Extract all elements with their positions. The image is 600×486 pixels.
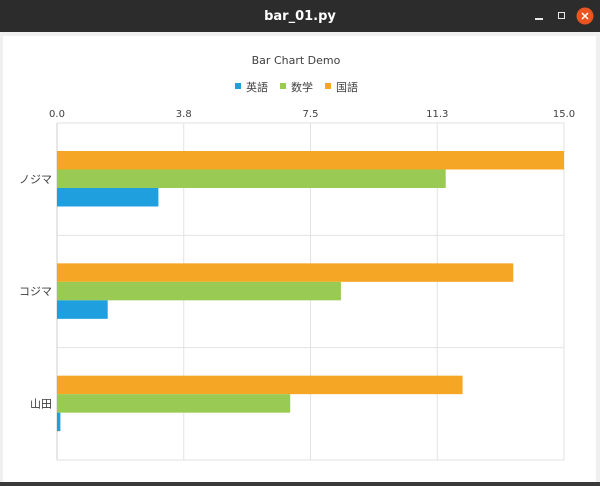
title-bar[interactable]: bar_01.py — [0, 0, 600, 32]
x-tick-label-3: 11.3 — [426, 109, 448, 120]
bar-2-0 — [57, 412, 61, 432]
close-button[interactable] — [576, 7, 594, 25]
close-icon — [576, 7, 594, 25]
bar-2-2 — [57, 375, 463, 395]
bar-1-2 — [57, 263, 514, 282]
legend-label-2: 国語 — [336, 80, 358, 94]
x-axis-ticks: 0.0 3.8 7.5 11.3 15.0 — [49, 109, 575, 120]
bar-1-1 — [57, 281, 341, 301]
bar-2-1 — [57, 394, 291, 413]
bar-chart: Bar Chart Demo 英語 数学 国語 0.0 3.8 7.5 11.3 15.0 … — [19, 54, 575, 461]
bar-0-2 — [57, 151, 564, 170]
bar-0-0 — [57, 188, 159, 207]
minimize-button[interactable] — [530, 7, 548, 25]
chart-legend: 英語 数学 国語 — [235, 80, 358, 94]
bar-1-0 — [57, 300, 108, 319]
category-label-1: コジマ — [19, 285, 52, 298]
x-tick-label-4: 15.0 — [553, 109, 575, 120]
maximize-button[interactable] — [553, 7, 571, 25]
legend-label-1: 数学 — [291, 80, 313, 94]
chart-canvas: Bar Chart Demo 英語 数学 国語 0.0 3.8 7.5 11.3 15.0 … — [3, 36, 596, 482]
legend-swatch-0 — [235, 83, 241, 89]
taskbar-edge — [0, 482, 600, 486]
chart-bars — [57, 151, 564, 432]
category-label-0: ノジマ — [19, 173, 52, 186]
chart-title: Bar Chart Demo — [252, 54, 341, 67]
legend-label-0: 英語 — [246, 80, 268, 94]
x-tick-label-1: 3.8 — [176, 109, 192, 120]
legend-swatch-2 — [325, 83, 331, 89]
bar-0-1 — [57, 169, 446, 188]
window-title: bar_01.py — [264, 9, 336, 24]
category-label-2: 山田 — [30, 397, 52, 410]
legend-swatch-1 — [280, 83, 286, 89]
x-tick-label-0: 0.0 — [49, 109, 65, 120]
x-tick-label-2: 7.5 — [303, 109, 319, 120]
